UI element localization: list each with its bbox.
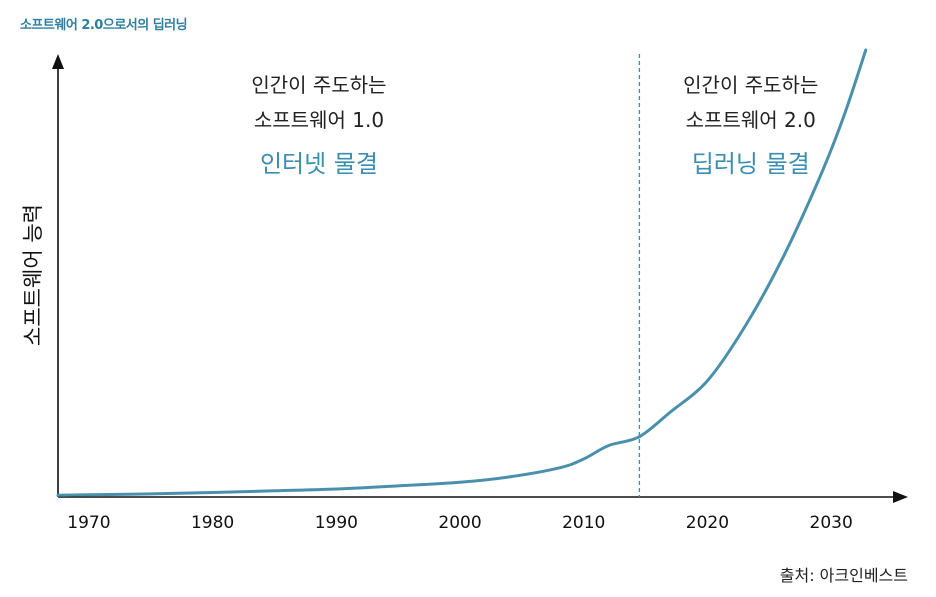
annotation-wave-label: 딥러닝 물결 [692,150,810,178]
growth-curve [56,48,868,497]
y-axis-label: 소프트웨어 능력 [21,204,45,346]
annotation-line1: 인간이 주도하는 [683,73,818,97]
source-note: 출처: 아크인베스트 [779,566,908,585]
annotation-line2: 소프트웨어 2.0 [686,108,816,132]
x-tick-label: 2030 [810,513,853,533]
x-tick-label: 1970 [67,513,110,533]
annotation-line2: 소프트웨어 1.0 [254,108,384,132]
y-axis-arrow-icon [52,54,64,69]
annotation-wave-label: 인터넷 물결 [260,150,378,178]
annotation-line1: 인간이 주도하는 [251,73,386,97]
x-tick-label: 2010 [562,513,605,533]
x-tick-label: 2000 [438,513,481,533]
x-tick-label: 2020 [686,513,729,533]
x-axis-arrow-icon [893,491,908,503]
x-tick-label: 1990 [315,513,358,533]
x-tick-label: 1980 [191,513,234,533]
chart-title: 소프트웨어 2.0으로서의 딥러닝 [20,18,188,33]
